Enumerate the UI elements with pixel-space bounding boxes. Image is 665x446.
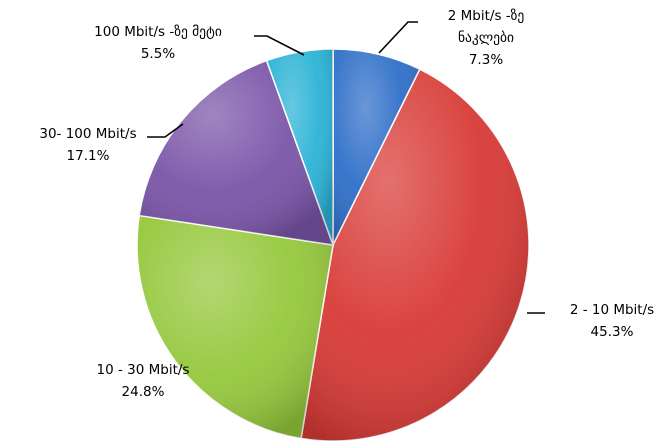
slice-label-1: 2 Mbit/s -ზე ნაკლები 7.3%: [448, 8, 525, 68]
pie-slice-shade-5: [266, 49, 333, 245]
slice-value-label: 7.3%: [469, 52, 503, 68]
leader-line-5: [254, 35, 305, 56]
slice-category-label: 30- 100 Mbit/s: [39, 126, 136, 142]
slice-value-label: 5.5%: [141, 46, 175, 62]
slice-label-5: 100 Mbit/s -ზე მეტი 5.5%: [94, 24, 222, 62]
slice-category-label: 100 Mbit/s -ზე მეტი: [94, 24, 222, 40]
pie-slice-shade-1: [333, 49, 420, 245]
slice-label-3: 10 - 30 Mbit/s 24.8%: [97, 362, 190, 400]
slice-category-label: ნაკლები: [458, 30, 514, 46]
pie-slice-shade-4: [139, 60, 333, 245]
pie-slice-shade-3: [136, 215, 333, 439]
pie-slice-shade-2: [301, 69, 529, 441]
slice-label-2: 2 - 10 Mbit/s 45.3%: [570, 302, 654, 340]
slice-value-label: 17.1%: [67, 148, 110, 164]
slice-category-label: 10 - 30 Mbit/s: [97, 362, 190, 378]
slice-category-label: 2 Mbit/s -ზე: [448, 8, 525, 24]
slice-value-label: 24.8%: [122, 384, 165, 400]
leader-lines: [147, 21, 545, 314]
leader-line-1: [378, 21, 418, 54]
slice-value-label: 45.3%: [591, 324, 634, 340]
slice-label-4: 30- 100 Mbit/s 17.1%: [39, 126, 136, 164]
pie-gloss-overlay: [136, 49, 529, 441]
slice-labels: 2 Mbit/s -ზე ნაკლები 7.3% 2 - 10 Mbit/s 45.3…: [39, 8, 654, 400]
slice-category-label: 2 - 10 Mbit/s: [570, 302, 654, 318]
leader-line-4: [147, 123, 184, 138]
